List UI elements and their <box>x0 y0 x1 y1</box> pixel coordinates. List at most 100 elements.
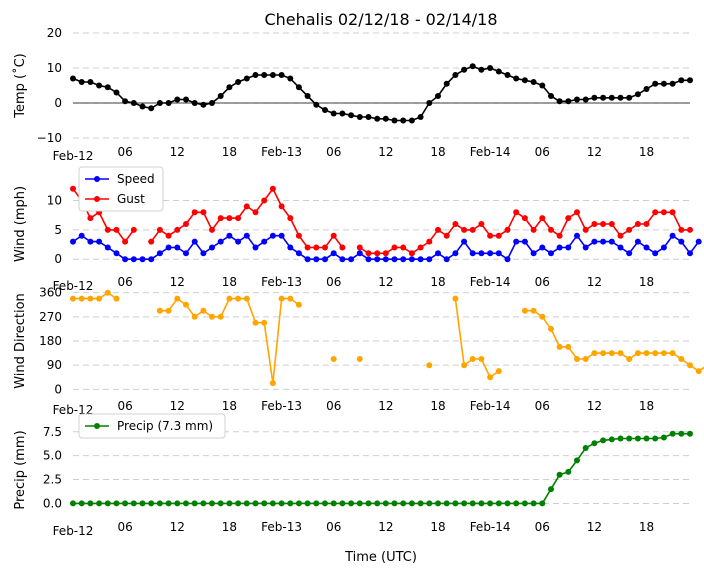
series-temp <box>70 63 693 124</box>
data-point <box>165 244 172 251</box>
data-point <box>626 94 633 101</box>
data-point <box>269 185 276 192</box>
data-point <box>104 500 111 507</box>
data-point <box>322 244 328 251</box>
data-point <box>539 313 546 320</box>
chart-panels: −10 0 10 20 Feb-12 06 12 18 Feb-13 06 12 18 Feb-14 06… <box>12 26 704 538</box>
data-point <box>556 232 563 239</box>
data-point <box>582 96 589 103</box>
x-tick-label: 06 <box>326 399 341 413</box>
data-point <box>391 244 398 251</box>
x-tick-label: 18 <box>222 145 237 159</box>
data-point <box>452 295 459 302</box>
x-tick-label: 18 <box>430 275 445 289</box>
data-point <box>678 77 685 84</box>
data-point <box>695 368 702 375</box>
data-point <box>591 350 598 357</box>
data-point <box>165 100 172 106</box>
data-point <box>226 500 233 507</box>
data-point <box>634 221 641 227</box>
data-point <box>278 295 285 302</box>
x-tick-label: 12 <box>378 520 393 534</box>
x-tick-label: 18 <box>222 275 237 289</box>
data-point <box>582 244 589 251</box>
x-tick-label: Feb-12 <box>53 279 94 293</box>
data-point <box>400 244 407 251</box>
data-point <box>87 79 94 85</box>
data-point <box>687 77 693 84</box>
data-point <box>582 226 589 233</box>
data-point <box>113 250 120 257</box>
data-point <box>461 238 468 245</box>
data-point <box>435 500 441 507</box>
data-point <box>539 244 546 251</box>
data-point <box>487 374 494 381</box>
x-tick-label: 18 <box>430 520 445 534</box>
series-line <box>72 65 690 122</box>
data-point <box>78 500 85 507</box>
data-point <box>183 500 189 507</box>
series-line <box>159 297 300 384</box>
data-point <box>643 86 650 92</box>
x-tick-label: 12 <box>587 520 602 534</box>
x-tick-label: 06 <box>118 520 133 534</box>
data-point <box>139 103 146 110</box>
data-point <box>130 226 137 233</box>
data-point <box>391 500 398 507</box>
data-point <box>156 226 163 233</box>
data-point <box>261 238 268 245</box>
y-tick-label: 0 <box>54 252 62 266</box>
y-tick-label: 360 <box>39 286 62 300</box>
data-point <box>565 343 572 350</box>
legend-marker <box>94 176 100 182</box>
data-point <box>365 500 372 507</box>
x-tick-label: 18 <box>639 520 654 534</box>
y-tick-label: 90 <box>47 358 62 372</box>
data-point <box>487 232 494 239</box>
data-point <box>96 82 103 89</box>
data-point <box>330 110 337 117</box>
data-point <box>287 215 294 222</box>
chart-title: Chehalis 02/12/18 - 02/14/18 <box>264 10 497 29</box>
data-point <box>443 256 450 263</box>
data-point <box>348 112 355 119</box>
data-point <box>687 362 693 369</box>
data-point <box>235 295 242 302</box>
data-point <box>678 430 685 437</box>
data-point <box>574 457 580 464</box>
data-point <box>243 75 250 82</box>
data-point <box>70 185 76 192</box>
x-tick-label: Feb-13 <box>261 399 302 413</box>
data-point <box>243 500 250 507</box>
data-point <box>678 226 685 233</box>
data-point <box>495 500 502 507</box>
data-point <box>504 500 511 507</box>
x-tick-label: 18 <box>639 275 654 289</box>
data-point <box>417 500 424 507</box>
data-point <box>122 256 129 263</box>
data-point <box>322 256 328 263</box>
data-point <box>356 114 363 120</box>
data-point <box>521 238 528 245</box>
data-point <box>139 256 146 263</box>
data-point <box>574 96 580 103</box>
data-point <box>382 250 389 257</box>
data-point <box>626 250 633 257</box>
data-point <box>269 232 276 239</box>
data-point <box>608 221 615 227</box>
data-point <box>174 244 181 251</box>
data-point <box>417 244 424 251</box>
data-point <box>495 68 502 75</box>
y-tick-label: 10 <box>47 194 62 208</box>
data-point <box>287 295 294 302</box>
legend-marker <box>94 423 100 429</box>
data-point <box>235 238 242 245</box>
data-point <box>530 250 537 257</box>
data-point <box>443 500 450 507</box>
data-point <box>191 238 198 245</box>
panel-2: 0 5 10 Feb-12 06 12 18 Feb-13 06 12 18 Feb-14 06 12 18… <box>13 166 702 293</box>
data-point <box>295 500 302 507</box>
data-point <box>469 63 476 70</box>
data-point <box>139 500 146 507</box>
